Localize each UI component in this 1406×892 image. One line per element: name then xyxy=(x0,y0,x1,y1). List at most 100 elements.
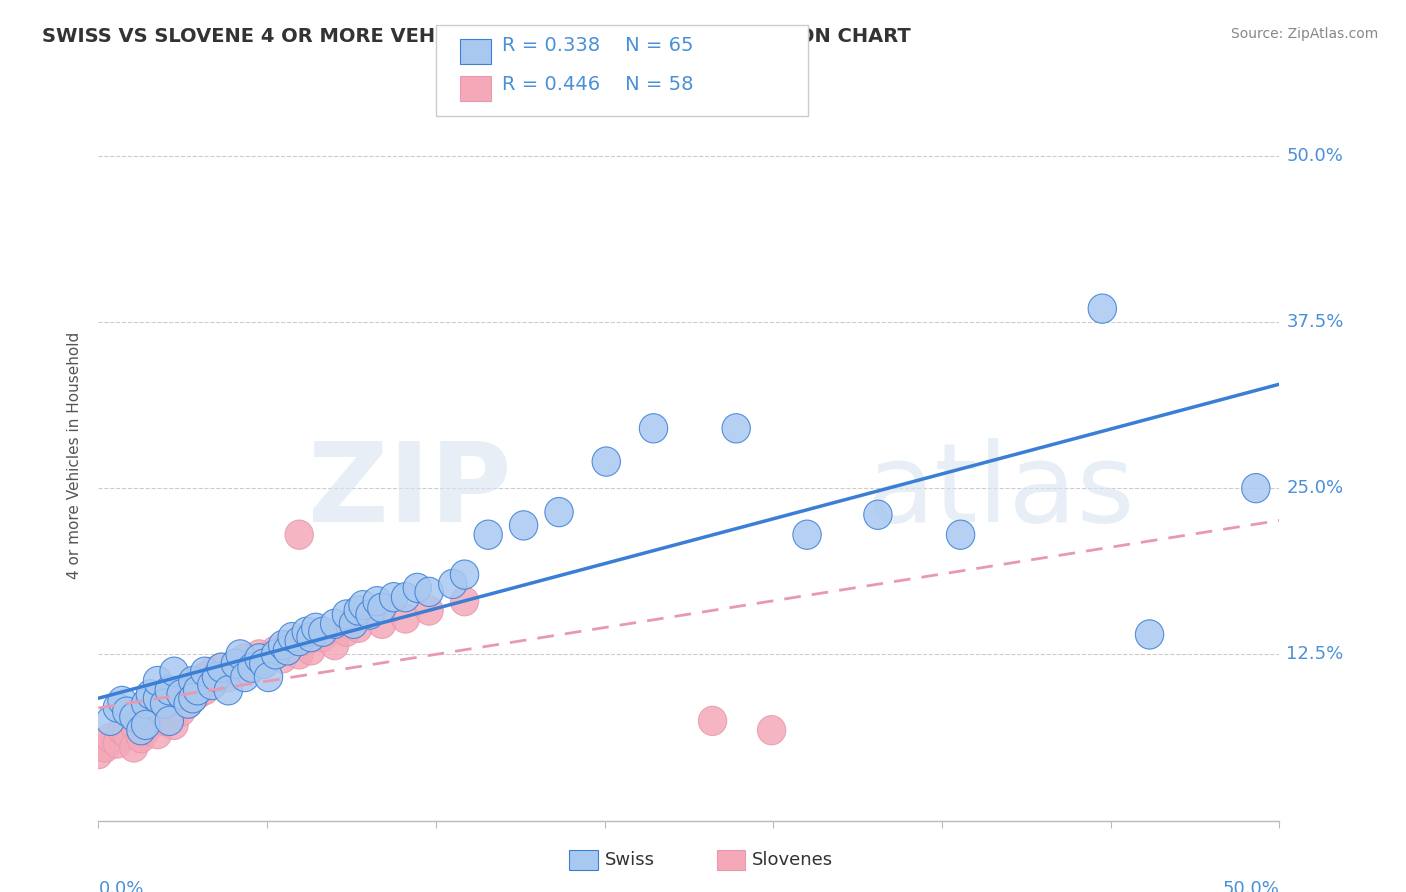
Ellipse shape xyxy=(439,569,467,599)
Ellipse shape xyxy=(863,500,891,529)
Ellipse shape xyxy=(96,723,124,753)
Ellipse shape xyxy=(207,653,235,682)
Ellipse shape xyxy=(273,636,301,665)
Text: 12.5%: 12.5% xyxy=(1286,646,1344,664)
Ellipse shape xyxy=(344,613,373,642)
Ellipse shape xyxy=(136,710,165,739)
Ellipse shape xyxy=(136,680,165,709)
Text: 50.0%: 50.0% xyxy=(1223,880,1279,892)
Ellipse shape xyxy=(96,706,124,736)
Ellipse shape xyxy=(150,689,179,718)
Ellipse shape xyxy=(143,683,172,713)
Ellipse shape xyxy=(155,675,183,705)
Ellipse shape xyxy=(278,623,307,652)
Ellipse shape xyxy=(191,675,219,705)
Ellipse shape xyxy=(450,587,478,615)
Ellipse shape xyxy=(250,649,278,678)
Ellipse shape xyxy=(150,706,179,736)
Ellipse shape xyxy=(221,649,250,678)
Ellipse shape xyxy=(226,640,254,669)
Ellipse shape xyxy=(404,574,432,602)
Ellipse shape xyxy=(349,591,377,620)
Text: atlas: atlas xyxy=(866,438,1135,545)
Ellipse shape xyxy=(363,587,391,615)
Text: 25.0%: 25.0% xyxy=(1286,479,1344,497)
Ellipse shape xyxy=(301,613,330,642)
Ellipse shape xyxy=(380,582,408,612)
Ellipse shape xyxy=(120,710,148,739)
Ellipse shape xyxy=(292,617,321,647)
Ellipse shape xyxy=(198,671,226,699)
Ellipse shape xyxy=(1088,294,1116,323)
Ellipse shape xyxy=(174,689,202,718)
Ellipse shape xyxy=(391,582,419,612)
Ellipse shape xyxy=(946,520,974,549)
Ellipse shape xyxy=(214,663,242,691)
Ellipse shape xyxy=(127,706,155,736)
Ellipse shape xyxy=(214,675,242,705)
Ellipse shape xyxy=(183,680,212,709)
Ellipse shape xyxy=(699,706,727,736)
Ellipse shape xyxy=(179,666,207,696)
Ellipse shape xyxy=(120,733,148,762)
Ellipse shape xyxy=(160,710,188,739)
Text: ZIP: ZIP xyxy=(308,438,512,545)
Ellipse shape xyxy=(112,697,141,726)
Ellipse shape xyxy=(245,640,273,669)
Ellipse shape xyxy=(108,686,136,715)
Ellipse shape xyxy=(344,596,373,625)
Ellipse shape xyxy=(758,715,786,745)
Ellipse shape xyxy=(309,617,337,647)
Ellipse shape xyxy=(332,617,360,647)
Text: 37.5%: 37.5% xyxy=(1286,313,1344,331)
Ellipse shape xyxy=(143,693,172,723)
Ellipse shape xyxy=(221,649,250,678)
Text: R = 0.446    N = 58: R = 0.446 N = 58 xyxy=(502,75,693,95)
Ellipse shape xyxy=(285,626,314,656)
Text: Swiss: Swiss xyxy=(605,851,655,869)
Ellipse shape xyxy=(415,577,443,607)
Ellipse shape xyxy=(132,689,160,718)
Ellipse shape xyxy=(167,697,195,726)
Ellipse shape xyxy=(368,593,396,623)
Ellipse shape xyxy=(250,649,278,678)
Ellipse shape xyxy=(155,683,183,713)
Ellipse shape xyxy=(474,520,502,549)
Ellipse shape xyxy=(292,626,321,656)
Ellipse shape xyxy=(207,653,235,682)
Ellipse shape xyxy=(321,609,349,639)
Ellipse shape xyxy=(179,671,207,699)
Ellipse shape xyxy=(285,520,314,549)
Ellipse shape xyxy=(108,715,136,745)
Ellipse shape xyxy=(238,653,266,682)
Ellipse shape xyxy=(174,689,202,718)
Ellipse shape xyxy=(332,600,360,629)
Ellipse shape xyxy=(226,657,254,686)
Ellipse shape xyxy=(143,666,172,696)
Ellipse shape xyxy=(262,636,290,665)
Ellipse shape xyxy=(120,702,148,731)
Ellipse shape xyxy=(132,715,160,745)
Ellipse shape xyxy=(155,702,183,731)
Ellipse shape xyxy=(103,693,132,723)
Ellipse shape xyxy=(238,653,266,682)
Ellipse shape xyxy=(84,739,112,769)
Ellipse shape xyxy=(143,720,172,748)
Ellipse shape xyxy=(183,666,212,696)
Ellipse shape xyxy=(245,644,273,673)
Text: 0.0%: 0.0% xyxy=(98,880,143,892)
Ellipse shape xyxy=(297,623,325,652)
Ellipse shape xyxy=(269,631,297,660)
Ellipse shape xyxy=(1136,620,1164,649)
Ellipse shape xyxy=(183,675,212,705)
Ellipse shape xyxy=(202,663,231,691)
Ellipse shape xyxy=(339,609,368,639)
Ellipse shape xyxy=(415,596,443,625)
Ellipse shape xyxy=(160,693,188,723)
Ellipse shape xyxy=(127,715,155,745)
Ellipse shape xyxy=(155,706,183,736)
Ellipse shape xyxy=(191,663,219,691)
Ellipse shape xyxy=(1241,474,1270,503)
Ellipse shape xyxy=(391,604,419,633)
Text: R = 0.338    N = 65: R = 0.338 N = 65 xyxy=(502,36,693,55)
